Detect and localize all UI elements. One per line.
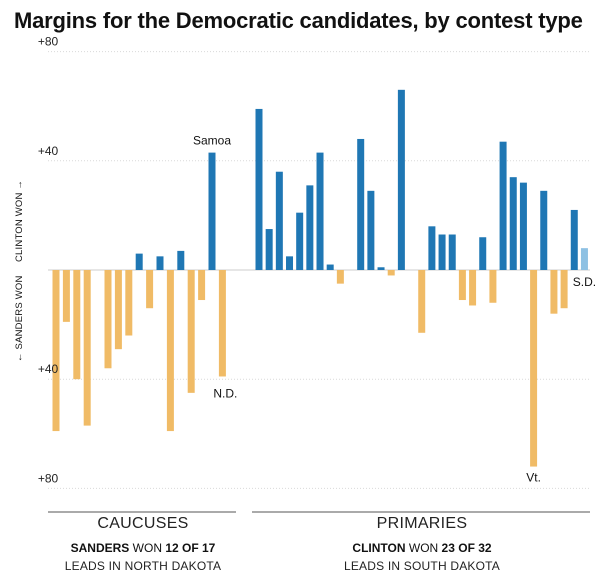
primaries-bar: [448, 234, 456, 270]
labels: +80 +40 +40 +80 Samoa N.D. Vt. S.D.: [38, 35, 596, 486]
caucuses-group-label: CAUCUSES SANDERS WON 12 OF 17 LEADS IN N…: [38, 515, 248, 573]
bars: [52, 89, 588, 467]
primaries-bar: [397, 89, 405, 270]
primaries-bar: [489, 270, 497, 303]
primaries-bar: [580, 248, 588, 270]
primaries-bar: [418, 270, 426, 333]
primaries-record: 23 OF 32: [441, 541, 492, 555]
caucuses-bar: [114, 270, 122, 350]
caucuses-bar: [125, 270, 133, 336]
caucuses-winner: SANDERS: [70, 541, 130, 555]
primaries-winner: CLINTON: [352, 541, 406, 555]
caucuses-won-text: WON: [132, 541, 162, 555]
caucuses-bar: [187, 270, 195, 393]
caucuses-bar: [73, 270, 81, 380]
caucuses-bar: [146, 270, 154, 309]
primaries-bar: [336, 270, 344, 284]
primaries-bar: [499, 141, 507, 270]
primaries-bar: [479, 237, 487, 270]
primaries-bar: [530, 270, 538, 467]
primaries-bar: [367, 190, 375, 270]
primaries-bar: [296, 212, 304, 270]
primaries-bar: [255, 108, 263, 271]
primaries-won-text: WON: [408, 541, 439, 555]
primaries-bar: [326, 264, 334, 270]
y-tick-label: +80: [38, 35, 59, 49]
primaries-bar: [306, 185, 314, 270]
primaries-bar: [428, 226, 436, 270]
caucuses-bar: [177, 250, 185, 270]
caucuses-name: CAUCUSES: [97, 515, 189, 532]
caucuses-bar: [208, 152, 216, 270]
primaries-bar: [570, 209, 578, 270]
caucuses-bar: [104, 270, 112, 369]
primaries-bar: [357, 138, 365, 270]
primaries-leads: LEADS IN SOUTH DAKOTA: [343, 559, 500, 573]
primaries-bar: [509, 177, 517, 270]
caucuses-bar: [218, 270, 226, 377]
y-tick-label: +80: [38, 471, 59, 485]
primaries-result: CLINTON WON 23 OF 32: [322, 541, 522, 555]
primaries-bar: [540, 190, 548, 270]
chart-title: Margins for the Democratic candidates, b…: [14, 8, 583, 33]
bar-annotation: S.D.: [573, 275, 596, 289]
y-tick-label: +40: [38, 144, 59, 158]
bar-annotation: Samoa: [193, 134, 231, 148]
caucuses-bar: [83, 270, 91, 426]
caucuses-leads: LEADS IN NORTH DAKOTA: [64, 559, 222, 573]
primaries-bar: [519, 182, 527, 270]
caucuses-bar: [62, 270, 70, 322]
primaries-group-label: PRIMARIES CLINTON WON 23 OF 32 LEADS IN …: [322, 515, 522, 573]
primaries-bar: [438, 234, 446, 270]
caucuses-bar: [166, 270, 174, 432]
primaries-bar: [469, 270, 477, 306]
primaries-bar: [560, 270, 568, 309]
primaries-bar: [275, 171, 283, 270]
primaries-bar: [458, 270, 466, 301]
caucuses-bar: [52, 270, 60, 432]
caucuses-bar: [135, 253, 143, 270]
primaries-bar: [265, 229, 273, 270]
side-label-sanders: ← SANDERS WON: [14, 275, 25, 362]
bar-annotation: Vt.: [526, 471, 541, 485]
caucuses-record: 12 OF 17: [165, 541, 216, 555]
primaries-bar: [377, 267, 385, 270]
caucuses-result: SANDERS WON 12 OF 17: [38, 541, 248, 555]
primaries-bar: [550, 270, 558, 314]
primaries-bar: [387, 270, 395, 276]
caucuses-bar: [156, 256, 164, 270]
primaries-name: PRIMARIES: [376, 515, 468, 532]
primaries-bar: [316, 152, 324, 270]
y-tick-label: +40: [38, 362, 59, 376]
side-label-clinton: CLINTON WON →: [14, 180, 25, 262]
bar-annotation: N.D.: [213, 386, 237, 400]
primaries-bar: [286, 256, 294, 270]
caucuses-bar: [198, 270, 206, 301]
